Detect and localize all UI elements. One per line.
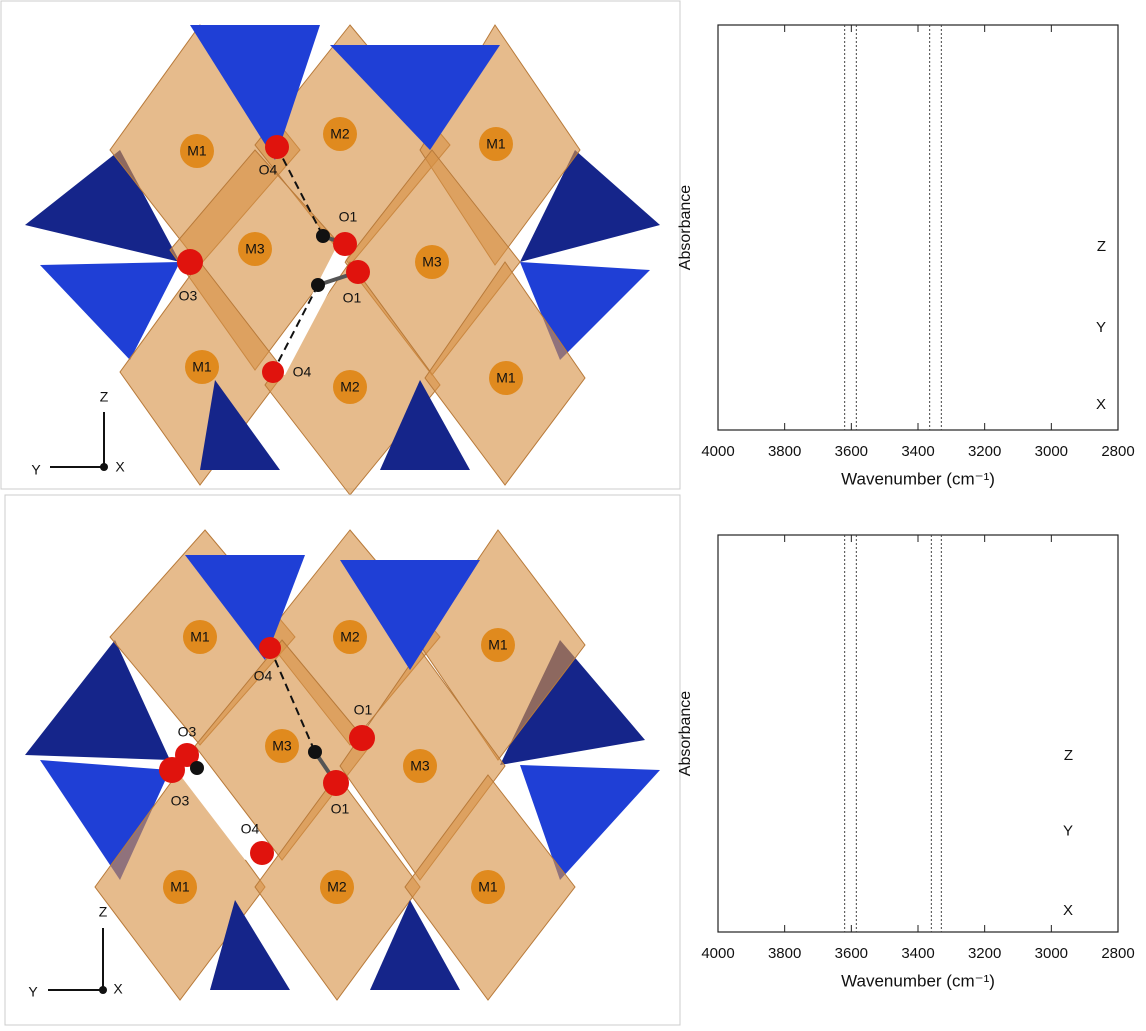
oxygen [159, 757, 185, 783]
series-label: Z [1064, 747, 1073, 764]
x-tick-label: 2800 [1101, 443, 1134, 460]
axis-label: Y [31, 462, 41, 478]
site-label: M1 [190, 629, 210, 645]
site-label: O4 [293, 364, 312, 380]
site-label: M3 [272, 738, 292, 754]
site-label: O1 [339, 209, 358, 225]
site-label: M1 [486, 136, 506, 152]
plot-frame [718, 25, 1118, 430]
site-label: M1 [496, 370, 516, 386]
hydrogen [308, 745, 322, 759]
site-label: O3 [171, 793, 190, 809]
site-label: O4 [254, 668, 273, 684]
hydrogen [316, 229, 330, 243]
axis-origin [100, 463, 108, 471]
site-label: O1 [354, 702, 373, 718]
oxygen [349, 725, 375, 751]
site-label: O4 [241, 821, 260, 837]
y-axis-label: Absorbance [677, 185, 694, 270]
oxygen [265, 135, 289, 159]
x-tick-label: 3200 [968, 945, 1001, 962]
site-label: M1 [478, 879, 498, 895]
oxygen [323, 770, 349, 796]
oxygen [250, 841, 274, 865]
x-tick-label: 2800 [1101, 945, 1134, 962]
site-label: O4 [259, 162, 278, 178]
axis-label: X [115, 459, 125, 475]
axis-label: X [113, 981, 123, 997]
x-tick-label: 4000 [701, 945, 734, 962]
site-label: M1 [170, 879, 190, 895]
site-label: M2 [340, 629, 360, 645]
site-label: O1 [343, 290, 362, 306]
oxygen [177, 249, 203, 275]
figure: M1 M2 M1 O4 O1 M3 M3 O3 O1 M1 O4 M2 M1 Z… [0, 0, 1146, 1026]
site-label: M2 [330, 126, 350, 142]
site-label: M1 [192, 359, 212, 375]
x-axis-label: Wavenumber (cm⁻¹) [841, 469, 995, 488]
structure-bottom: M1 M2 M1 O4 O1 O3 M3 M3 O1 O3 O4 M1 M2 M… [5, 495, 680, 1025]
oxygen [346, 260, 370, 284]
site-label: M3 [410, 758, 430, 774]
series-label: Y [1063, 823, 1073, 840]
x-tick-label: 3400 [901, 443, 934, 460]
hydrogen [190, 761, 204, 775]
x-tick-label: 3000 [1035, 945, 1068, 962]
site-label: O3 [179, 288, 198, 304]
plot-frame [718, 535, 1118, 932]
hydrogen [311, 278, 325, 292]
site-label: O1 [331, 801, 350, 817]
y-axis-label: Absorbance [677, 691, 694, 776]
site-label: M2 [340, 379, 360, 395]
x-axis-label: Wavenumber (cm⁻¹) [841, 971, 995, 990]
x-tick-label: 3600 [835, 945, 868, 962]
axis-label: Z [100, 389, 109, 405]
series-label: Z [1097, 238, 1106, 255]
site-label: M1 [187, 143, 207, 159]
site-label: M1 [488, 637, 508, 653]
oxygen [333, 232, 357, 256]
site-label: M2 [327, 879, 347, 895]
x-tick-label: 3800 [768, 945, 801, 962]
series-label: X [1096, 396, 1106, 413]
series-label: X [1063, 902, 1073, 919]
oxygen [259, 637, 281, 659]
x-tick-label: 3200 [968, 443, 1001, 460]
x-tick-label: 4000 [701, 443, 734, 460]
x-tick-label: 3000 [1035, 443, 1068, 460]
x-tick-label: 3800 [768, 443, 801, 460]
axis-origin [99, 986, 107, 994]
x-tick-label: 3600 [835, 443, 868, 460]
oxygen [262, 361, 284, 383]
x-tick-label: 3400 [901, 945, 934, 962]
site-label: O3 [178, 724, 197, 740]
axis-label: Y [28, 984, 38, 1000]
axis-label: Z [99, 904, 108, 920]
structure-top: M1 M2 M1 O4 O1 M3 M3 O3 O1 M1 O4 M2 M1 Z… [1, 1, 680, 495]
site-label: M3 [245, 241, 265, 257]
series-label: Y [1096, 319, 1106, 336]
site-label: M3 [422, 254, 442, 270]
